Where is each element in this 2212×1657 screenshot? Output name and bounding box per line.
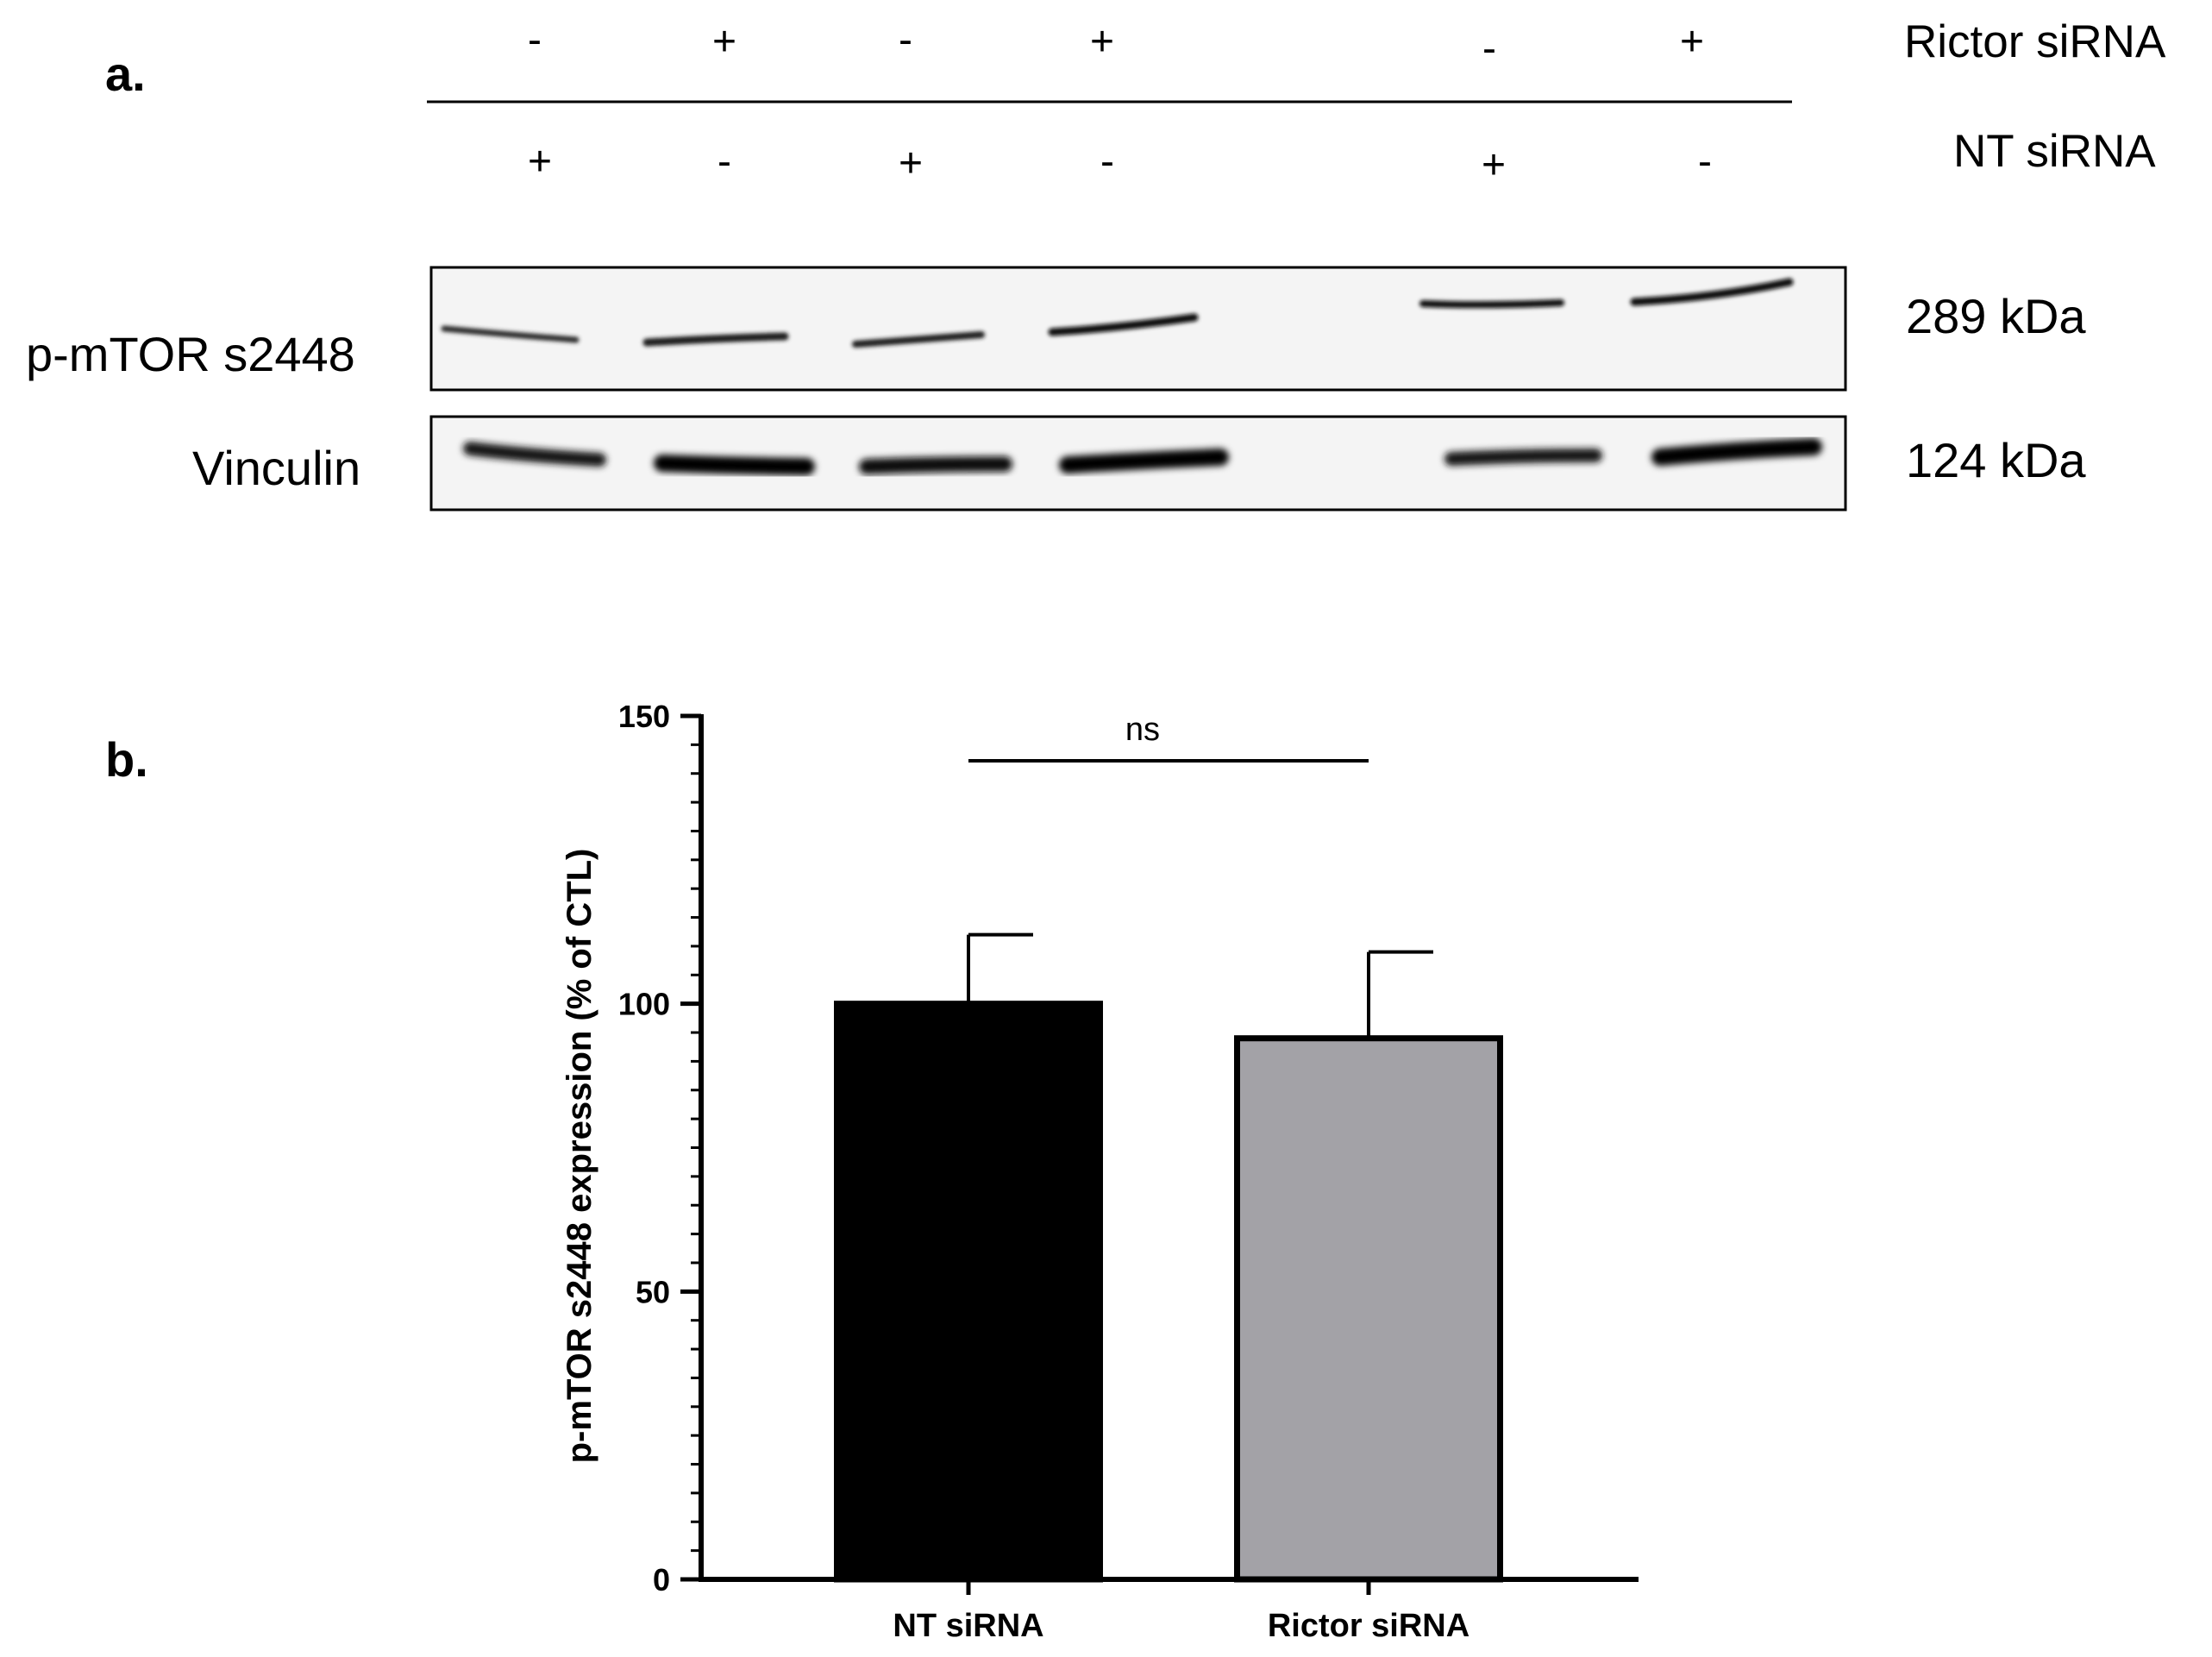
vinculin-band-lane-4	[1059, 449, 1229, 474]
y-tick-label: 0	[653, 1562, 670, 1597]
y-axis-label: p-mTOR s2448 expression (% of CTL)	[561, 849, 598, 1464]
nt-sign-lane-6: -	[1698, 139, 1712, 185]
blot-vinculin	[429, 415, 1847, 512]
bar-rictor-sirna	[1234, 1035, 1503, 1583]
y-tick-label: 100	[618, 987, 670, 1022]
nt-sign-lane-3: +	[899, 141, 923, 186]
vinculin-band-lane-7	[1651, 438, 1822, 466]
x-axis: NT siRNA Rictor siRNA	[699, 1577, 1639, 1644]
nt-sign-lane-4: -	[1100, 139, 1114, 185]
bars	[834, 932, 1503, 1583]
vinculin-band-lane-3	[859, 456, 1012, 474]
bar-chart: p-mTOR s2448 expression (% of CTL) 0 50 10…	[561, 699, 1639, 1644]
rictor-sign-lane-6: +	[1680, 19, 1704, 65]
rictor-sirna-row-label: Rictor siRNA	[1904, 16, 2166, 67]
pmtor-band-lane-2	[642, 332, 789, 347]
rictor-sign-row: - + - + - +	[528, 17, 1704, 72]
blot-pmtor	[429, 266, 1847, 392]
nt-sign-lane-5: +	[1482, 142, 1506, 188]
nt-sirna-row-label: NT siRNA	[1953, 126, 2156, 177]
x-tick-label: NT siRNA	[893, 1608, 1043, 1644]
vinculin-band-lane-6	[1444, 449, 1602, 466]
kda-label-vinculin: 124 kDa	[1906, 433, 2086, 487]
pmtor-band-lane-4	[1048, 313, 1199, 336]
pmtor-band-lane-7	[1630, 278, 1794, 306]
rictor-sign-lane-1: -	[528, 17, 542, 63]
nt-sign-lane-2: -	[717, 139, 731, 185]
panel-a-label: a.	[105, 47, 146, 101]
kda-label-pmtor: 289 kDa	[1906, 289, 2086, 343]
panel-b-label: b.	[105, 732, 148, 787]
blot-label-vinculin: Vinculin	[192, 441, 360, 495]
y-tick-label: 150	[618, 699, 670, 734]
bar-nt-sirna	[834, 1001, 1103, 1583]
rictor-sign-lane-4: +	[1090, 19, 1114, 65]
y-axis: 0 50 100 150	[618, 699, 704, 1597]
pmtor-band-lane-3	[852, 331, 985, 348]
nt-sign-row: + - + - + -	[528, 139, 1712, 188]
pmtor-band-lane-1	[441, 325, 580, 343]
x-tick-label: Rictor siRNA	[1268, 1608, 1469, 1644]
nt-sign-lane-1: +	[528, 139, 552, 185]
vinculin-band-lane-2	[654, 455, 815, 475]
panel-b: b. p-mTOR s2448 expression (% of CTL) 0 5…	[105, 699, 1639, 1644]
vinculin-band-lane-1	[463, 442, 606, 467]
y-tick-label: 50	[636, 1274, 670, 1309]
pmtor-band-lane-6	[1419, 299, 1564, 309]
significance-label: ns	[1125, 712, 1160, 748]
rictor-sign-lane-5: -	[1482, 26, 1496, 72]
rictor-sign-lane-2: +	[712, 19, 736, 65]
panel-a: a. - + - + - + Rictor siRNA + - + - + - …	[26, 16, 2166, 512]
blot-label-pmtor: p-mTOR s2448	[26, 327, 355, 381]
rictor-sign-lane-3: -	[899, 17, 912, 63]
significance-annotation: ns	[968, 712, 1369, 763]
